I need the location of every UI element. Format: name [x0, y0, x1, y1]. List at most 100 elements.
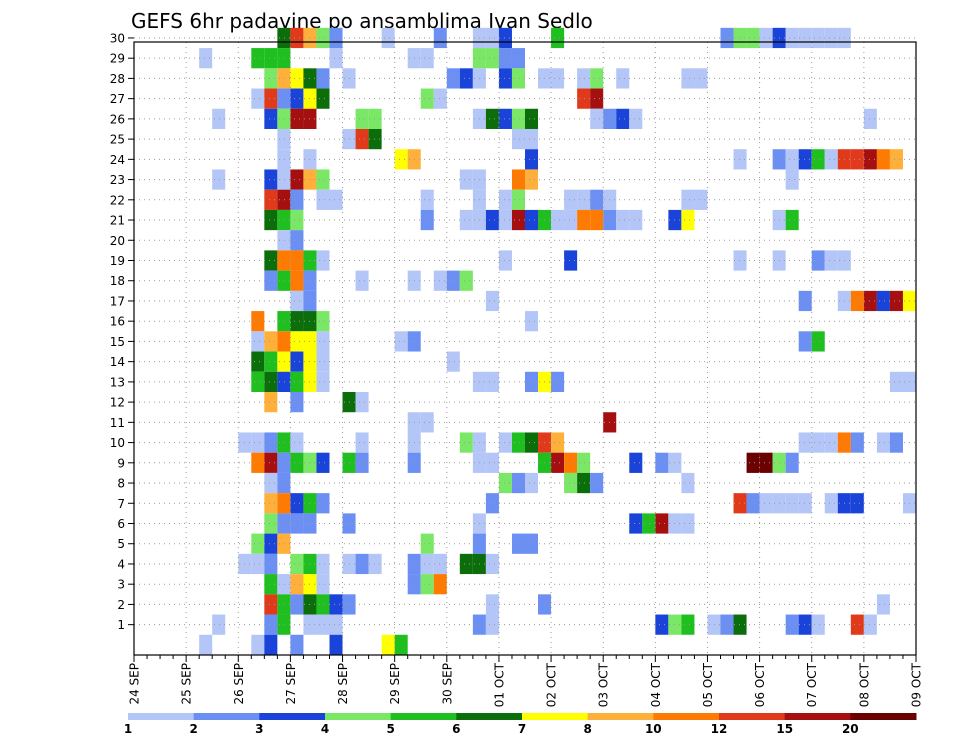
heatmap-cell: [525, 311, 539, 332]
y-axis: 1234567891011121314151617181920212223242…: [110, 31, 134, 632]
heatmap-cell: [290, 493, 304, 514]
heatmap-cell: [277, 230, 291, 251]
heatmap-cell: [850, 432, 864, 453]
y-tick-label: 2: [117, 598, 125, 612]
colorbar-label: 8: [584, 722, 592, 736]
heatmap-cell: [798, 27, 812, 49]
heatmap-cells: [199, 27, 916, 655]
heatmap-cell: [264, 533, 278, 554]
x-tick-label: 09 OCT: [910, 662, 924, 707]
heatmap-cell: [733, 493, 747, 514]
heatmap-cell: [629, 209, 643, 231]
heatmap-cell: [498, 48, 512, 69]
heatmap-cell: [850, 149, 864, 170]
y-tick-label: 17: [110, 294, 125, 308]
heatmap-cell: [277, 371, 291, 392]
heatmap-cell: [590, 209, 604, 231]
heatmap-cell: [264, 48, 278, 69]
heatmap-cell: [199, 48, 213, 69]
colorbar-swatch: [325, 713, 392, 720]
heatmap-cell: [433, 27, 447, 49]
heatmap-cell: [889, 149, 903, 170]
heatmap-cell: [277, 27, 291, 49]
colorbar-label: 2: [190, 722, 198, 736]
colorbar-label: 7: [518, 722, 526, 736]
colorbar-swatch: [653, 713, 720, 720]
heatmap-cell: [551, 27, 565, 49]
heatmap-cell: [277, 614, 291, 635]
heatmap-cell: [277, 209, 291, 231]
heatmap-cell: [420, 553, 434, 575]
colorbar-label: 20: [842, 722, 859, 736]
heatmap-cell: [264, 392, 278, 413]
heatmap-cell: [446, 68, 460, 89]
heatmap-cell: [876, 432, 890, 453]
heatmap-cell: [785, 614, 799, 635]
heatmap-cell: [889, 371, 903, 392]
heatmap-cell: [511, 472, 525, 494]
heatmap-cell: [277, 594, 291, 615]
heatmap-cell: [485, 614, 499, 635]
heatmap-cell: [251, 88, 265, 109]
y-tick-label: 10: [110, 436, 125, 450]
heatmap-cell: [811, 432, 825, 453]
heatmap-cell: [863, 149, 877, 170]
heatmap-cell: [785, 169, 799, 190]
colorbar-label: 15: [776, 722, 793, 736]
heatmap-cell: [277, 311, 291, 332]
heatmap-cell: [251, 553, 265, 575]
x-tick-label: 28 SEP: [336, 663, 350, 705]
heatmap-cell: [590, 88, 604, 109]
x-tick-label: 27 SEP: [284, 663, 298, 705]
heatmap-cell: [733, 149, 747, 170]
heatmap-cell: [459, 169, 473, 190]
heatmap-cell: [525, 128, 539, 150]
heatmap-cell: [590, 472, 604, 494]
heatmap-cell: [251, 371, 265, 392]
heatmap-cell: [733, 614, 747, 635]
heatmap-cell: [290, 634, 304, 655]
heatmap-cell: [498, 27, 512, 49]
heatmap-cell: [264, 513, 278, 534]
heatmap-cell: [681, 472, 695, 494]
heatmap-cell: [811, 331, 825, 352]
heatmap-cell: [629, 513, 643, 534]
heatmap-cell: [459, 432, 473, 453]
heatmap-cell: [290, 108, 304, 129]
heatmap-cell: [420, 189, 434, 210]
heatmap-cell: [264, 614, 278, 635]
heatmap-cell: [511, 209, 525, 231]
heatmap-cell: [277, 48, 291, 69]
heatmap-cell: [264, 594, 278, 615]
heatmap-cell: [485, 594, 499, 615]
heatmap-cell: [655, 513, 669, 534]
heatmap-cell: [498, 68, 512, 89]
heatmap-cell: [889, 432, 903, 453]
heatmap-cell: [251, 48, 265, 69]
heatmap-cell: [616, 108, 630, 129]
heatmap-cell: [368, 128, 382, 150]
heatmap-cell: [551, 432, 565, 453]
heatmap-cell: [290, 452, 304, 473]
heatmap-cell: [720, 27, 734, 49]
y-tick-label: 24: [110, 153, 125, 167]
heatmap-cell: [511, 189, 525, 210]
heatmap-cell: [694, 189, 708, 210]
y-tick-label: 4: [117, 557, 125, 571]
heatmap-cell: [264, 270, 278, 291]
heatmap-cell: [876, 290, 890, 312]
heatmap-cell: [459, 270, 473, 291]
x-tick-label: 30 SEP: [440, 663, 454, 705]
y-tick-label: 13: [110, 375, 125, 389]
heatmap-cell: [329, 614, 343, 635]
heatmap-cell: [577, 68, 591, 89]
heatmap-cell: [446, 351, 460, 372]
heatmap-cell: [564, 250, 578, 271]
heatmap-cell: [264, 371, 278, 392]
heatmap-cell: [316, 68, 330, 89]
colorbar-swatch: [587, 713, 654, 720]
heatmap-cell: [251, 311, 265, 332]
heatmap-cell: [511, 68, 525, 89]
heatmap-cell: [785, 452, 799, 473]
heatmap-cell: [316, 351, 330, 372]
